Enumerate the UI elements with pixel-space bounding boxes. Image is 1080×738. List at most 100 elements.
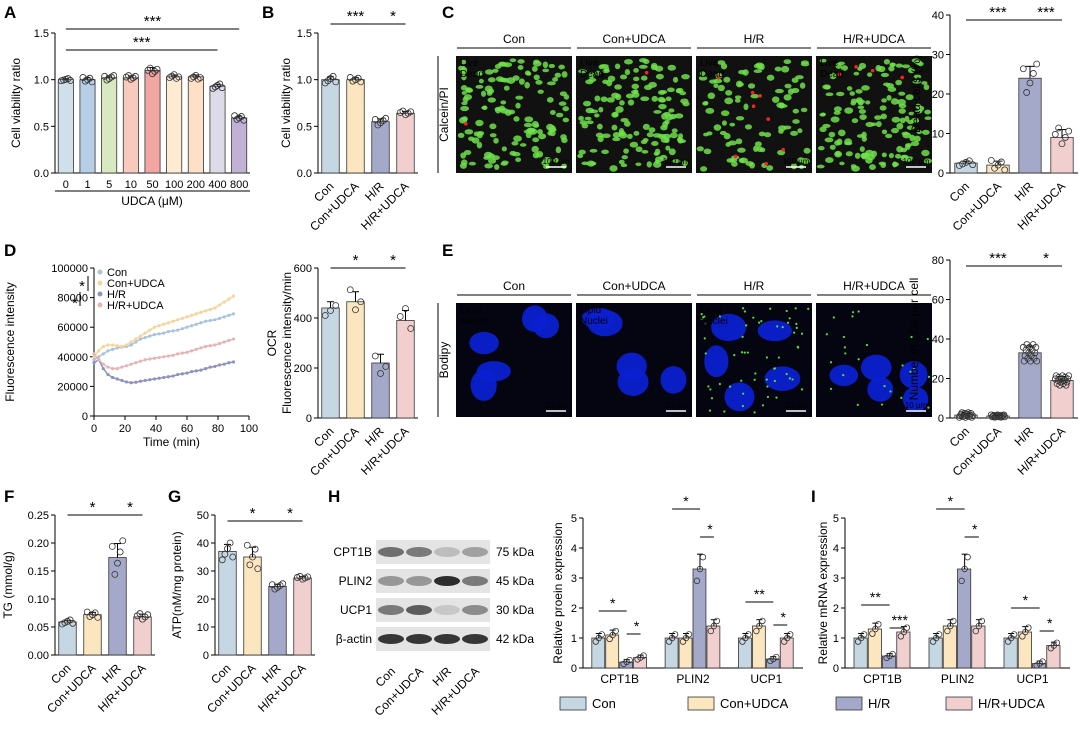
live-cell <box>915 109 923 114</box>
live-cell <box>861 85 870 91</box>
lipid-droplet <box>786 321 790 324</box>
live-cell <box>881 98 887 103</box>
panel-f-ytick-label: 0.20 <box>28 538 49 550</box>
panel-d2-bar <box>346 301 365 419</box>
panel-g-data-point <box>279 580 287 588</box>
panel-c-ytick-label: 30 <box>932 50 944 62</box>
live-cell <box>835 62 842 69</box>
lipid-droplet <box>832 316 835 319</box>
live-cell <box>612 131 621 138</box>
live-cell <box>494 164 500 170</box>
live-cell <box>483 151 493 159</box>
lipid-legend: Lipid <box>700 305 721 316</box>
panel-c-bar <box>986 164 1010 174</box>
panel-d2-sig-label: * <box>390 252 396 269</box>
lipid-droplet <box>769 307 772 310</box>
panel-d-point <box>231 312 236 316</box>
panel-c-data-point <box>1001 166 1009 174</box>
live-cell <box>524 81 530 89</box>
panel-c-ytick-label: 20 <box>932 89 944 101</box>
panel-e-data-point <box>1033 357 1041 365</box>
scale-bar-label: 100 μm <box>663 157 690 166</box>
panel-d-point <box>190 370 194 374</box>
live-cell <box>905 94 914 101</box>
panel-d-point <box>176 318 180 322</box>
panel-d-ytick-label: 20000 <box>57 381 88 393</box>
panel-a-data-point <box>168 72 176 80</box>
live-cell <box>537 89 544 94</box>
lipid-droplet <box>710 397 714 400</box>
panel-i-data-point <box>961 565 968 573</box>
panel-e-data-point <box>995 412 1003 420</box>
live-cell <box>618 159 625 165</box>
live-cell <box>834 150 843 158</box>
panel-c-data-point <box>962 158 970 166</box>
live-cell <box>888 65 895 72</box>
live-cell <box>869 164 876 171</box>
live-cell <box>554 72 562 78</box>
panel-d-point <box>134 380 138 384</box>
panel-d-point <box>213 364 217 369</box>
live-cell <box>674 113 684 119</box>
panel-a-bar <box>187 76 204 174</box>
panel-d-point <box>171 329 175 333</box>
panel-d-point <box>217 363 222 367</box>
dead-cell <box>854 65 858 69</box>
live-cell <box>619 100 625 106</box>
panel-i-data-point <box>1025 624 1032 631</box>
panel-c-data-point <box>1026 79 1034 87</box>
live-cell <box>665 96 672 102</box>
live-cell <box>750 93 760 99</box>
live-cell <box>542 61 549 69</box>
panel-d-point <box>222 300 226 304</box>
live-cell <box>563 94 570 100</box>
live-cell <box>654 65 664 72</box>
live-cell <box>633 76 640 82</box>
panel-d2-ytick-label: 400 <box>294 313 312 325</box>
live-cell <box>890 98 899 105</box>
lipid-droplet <box>757 321 761 324</box>
blot-band <box>462 634 488 644</box>
panel-d-point <box>129 343 133 347</box>
panel-d-ytick-label: 0 <box>82 411 88 423</box>
panel-d2-data-point <box>371 352 379 360</box>
live-cell <box>876 121 882 128</box>
dead-cell <box>764 161 768 166</box>
live-cell <box>844 138 852 146</box>
live-cell <box>874 115 882 120</box>
live-cell <box>923 84 930 91</box>
panel-h-data-point <box>693 577 701 585</box>
panel-a-data-point <box>196 74 204 82</box>
live-cell <box>488 158 497 164</box>
panel-h-data-point <box>598 631 605 638</box>
panel-c-data-point <box>1023 89 1031 96</box>
lipid-droplet <box>795 322 798 325</box>
panel-d-point <box>134 361 138 365</box>
live-cell <box>652 161 662 168</box>
panel-d-point <box>157 355 161 360</box>
live-cell <box>465 87 473 93</box>
live-cell <box>586 120 594 125</box>
live-cell <box>513 135 522 142</box>
panel-d-point <box>101 362 105 366</box>
lipid-droplet <box>741 335 744 338</box>
panel-d2-bar <box>371 362 390 419</box>
panel-i-data-point <box>947 622 954 630</box>
live-cell <box>830 116 840 123</box>
panel-a-bar <box>166 76 183 174</box>
panel-f-data-point <box>116 548 124 556</box>
live-cell <box>461 74 467 81</box>
panel-g-data-point <box>218 556 226 564</box>
panel-d-point <box>176 352 180 356</box>
panel-d-point <box>231 360 236 364</box>
live-cell <box>624 58 633 65</box>
live-cell <box>792 119 800 124</box>
panel-d-point <box>152 333 157 337</box>
live-cell <box>861 136 868 142</box>
panel-d-point <box>152 356 157 360</box>
panel-d2-data-point <box>321 312 329 319</box>
live-cell <box>737 147 746 153</box>
panel-b-bar <box>371 121 390 174</box>
live-cell <box>819 112 826 117</box>
dead-legend: Dead <box>820 69 844 80</box>
